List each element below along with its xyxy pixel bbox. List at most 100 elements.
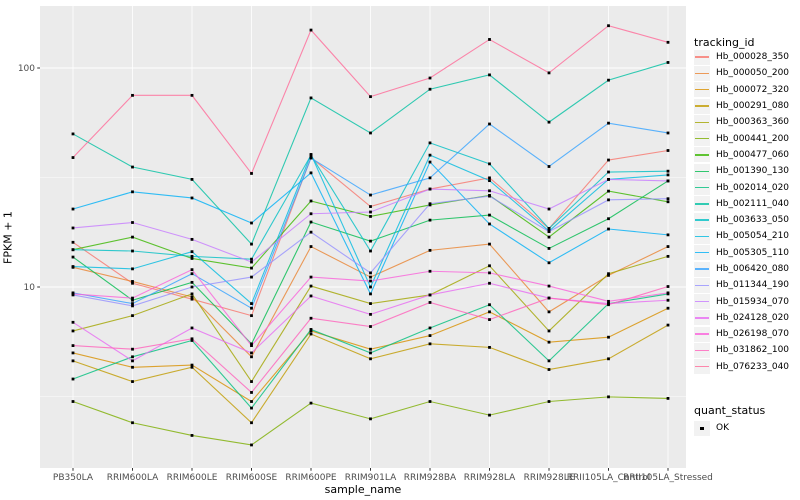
- axis-ticks-and-labels: 100 10 PB350LA RRIM600LA RRIM600LE RRIM600SE R…: [18, 64, 713, 483]
- series-points: [71, 24, 670, 447]
- legend-key-label: Hb_076233_040: [716, 361, 790, 372]
- data-point: [131, 359, 134, 363]
- data-point: [250, 306, 253, 310]
- data-point: [250, 443, 253, 447]
- data-point: [488, 213, 491, 217]
- data-point: [488, 162, 491, 166]
- x-tick-label: RRIM928LA: [464, 473, 516, 483]
- data-point: [369, 351, 372, 355]
- data-point: [131, 267, 134, 271]
- data-point: [488, 122, 491, 126]
- legend-key-Hb_000028_350: Hb_000028_350: [694, 49, 789, 65]
- data-point: [607, 24, 610, 28]
- black-square-point-icon: [700, 426, 704, 430]
- legend-key-line-icon: [695, 89, 709, 91]
- data-point: [131, 165, 134, 169]
- legend-key-Hb_076233_040: Hb_076233_040: [694, 359, 789, 375]
- data-point: [607, 158, 610, 162]
- legend-key-swatch: [694, 131, 710, 147]
- legend-key-line-icon: [695, 300, 709, 303]
- data-point: [369, 325, 372, 328]
- x-tick-label: RRII105LA_Control: [567, 473, 650, 483]
- data-point: [131, 221, 134, 224]
- legend-key-line-icon: [695, 186, 709, 189]
- data-point: [71, 156, 75, 159]
- data-point: [488, 73, 491, 77]
- legend-key-line-icon: [695, 203, 709, 205]
- data-point: [369, 285, 372, 289]
- data-point: [71, 248, 75, 252]
- data-point: [190, 272, 194, 276]
- data-point: [71, 359, 75, 363]
- data-point: [488, 281, 491, 285]
- x-axis-title: sample_name: [324, 483, 402, 496]
- data-point: [607, 170, 610, 174]
- legend-key-swatch: [694, 114, 710, 130]
- data-point: [309, 156, 313, 160]
- legend-key-swatch: [694, 180, 710, 196]
- legend-key-Hb_005054_210: Hb_005054_210: [694, 228, 789, 244]
- legend-key-line-icon: [695, 105, 709, 107]
- data-point: [666, 131, 670, 135]
- data-point: [547, 284, 551, 288]
- data-point: [666, 233, 670, 237]
- data-point: [369, 239, 372, 243]
- data-point: [607, 273, 610, 277]
- data-point: [309, 230, 313, 234]
- data-point: [190, 297, 194, 301]
- data-point: [488, 194, 491, 198]
- data-point: [309, 328, 313, 331]
- data-point: [488, 189, 491, 193]
- legend-key-line-icon: [695, 56, 709, 58]
- legend-key-line-icon: [695, 268, 709, 270]
- data-point: [369, 275, 372, 279]
- quant-ok-label: OK: [716, 423, 729, 434]
- legend-key-swatch: [694, 245, 710, 261]
- data-point: [71, 292, 75, 296]
- data-point: [309, 316, 313, 320]
- legend-key-Hb_001390_130: Hb_001390_130: [694, 163, 789, 179]
- data-point: [369, 210, 372, 214]
- data-point: [71, 400, 75, 403]
- x-tick-label: RRIM901LA: [345, 473, 397, 483]
- data-point: [428, 176, 432, 180]
- data-point: [369, 131, 372, 135]
- data-point: [369, 95, 372, 99]
- data-point: [607, 121, 610, 125]
- data-point: [250, 302, 253, 305]
- data-point: [547, 359, 551, 363]
- data-point: [71, 226, 75, 230]
- legend-key-label: Hb_000477_060: [716, 149, 790, 160]
- data-point: [369, 357, 372, 361]
- data-point: [607, 177, 610, 181]
- data-point: [547, 340, 551, 344]
- data-point: [547, 120, 551, 124]
- data-point: [71, 377, 75, 381]
- legend-key-swatch: [694, 49, 710, 65]
- x-tick-label: PB350LA: [53, 473, 94, 483]
- x-tick-label: RRIM928LE: [524, 473, 575, 483]
- data-point: [666, 40, 670, 44]
- data-point: [131, 93, 134, 97]
- data-point: [547, 310, 551, 314]
- data-point: [488, 222, 491, 226]
- data-point: [71, 207, 75, 211]
- data-point: [71, 255, 75, 259]
- data-point: [71, 320, 75, 324]
- legend-key-line-icon: [695, 252, 709, 254]
- legend-key-Hb_006420_080: Hb_006420_080: [694, 261, 789, 277]
- data-point: [547, 227, 551, 230]
- data-point: [488, 179, 491, 183]
- legend-key-Hb_003633_050: Hb_003633_050: [694, 212, 789, 228]
- data-point: [488, 310, 491, 314]
- data-point: [488, 176, 491, 180]
- y-axis-title: FPKM + 1: [1, 211, 15, 264]
- data-point: [488, 303, 491, 307]
- data-point: [190, 337, 194, 341]
- legend-key-label: Hb_000363_360: [716, 117, 790, 128]
- y-tick-label: 100: [18, 64, 35, 74]
- data-point: [309, 153, 313, 156]
- legend-key-swatch: [694, 65, 710, 81]
- data-point: [369, 292, 372, 296]
- data-point: [547, 235, 551, 239]
